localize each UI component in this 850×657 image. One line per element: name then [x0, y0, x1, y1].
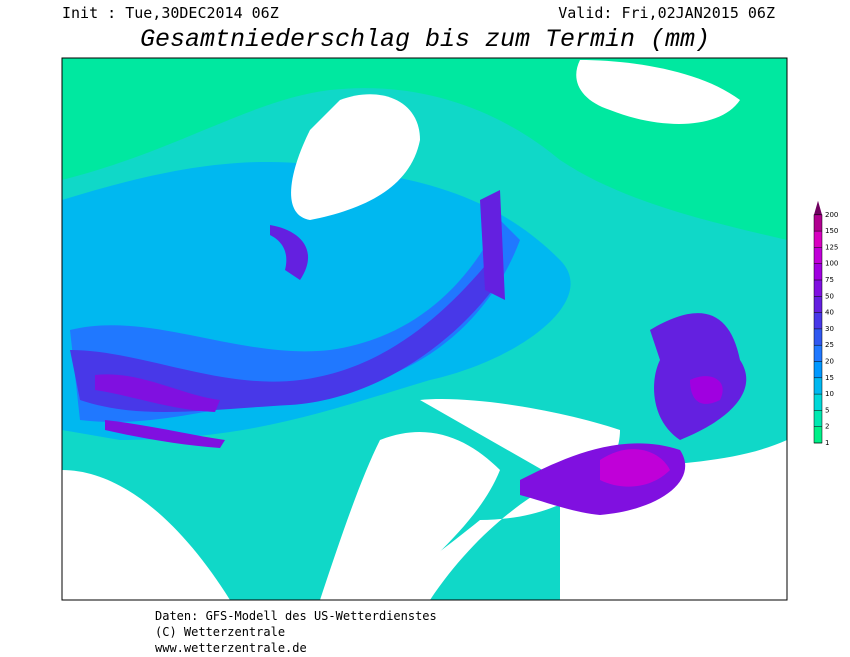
colorbar-segment [814, 214, 822, 232]
colorbar-segment [814, 312, 822, 329]
colorbar-label: 40 [825, 309, 834, 317]
footer-line: (C) Wetterzentrale [155, 625, 285, 639]
footer-line: www.wetterzentrale.de [155, 641, 307, 655]
colorbar-label: 5 [825, 406, 829, 414]
colorbar-label: 200 [825, 211, 838, 219]
colorbar-segment [814, 345, 822, 362]
map-title: Gesamtniederschlag bis zum Termin (mm) [140, 25, 710, 54]
colorbar-label: 125 [825, 243, 838, 251]
colorbar-segment [814, 231, 822, 248]
colorbar-label: 30 [825, 325, 834, 333]
colorbar-segment [814, 426, 822, 443]
colorbar-label: 1 [825, 439, 829, 447]
colorbar-label: 10 [825, 390, 834, 398]
colorbar-segment [814, 394, 822, 411]
colorbar-segment [814, 361, 822, 378]
colorbar-segment [814, 377, 822, 395]
colorbar-segment [814, 263, 822, 280]
footer-line: Daten: GFS-Modell des US-Wetterdienstes [155, 609, 437, 623]
colorbar-label: 150 [825, 227, 838, 235]
map [61, 57, 788, 601]
colorbar-segment [814, 247, 822, 264]
colorbar-segment [814, 280, 822, 297]
colorbar-cap [814, 200, 822, 215]
colorbar-label: 25 [825, 341, 834, 349]
colorbar-segment [814, 328, 822, 346]
colorbar-label: 2 [825, 423, 829, 431]
init-time: Init : Tue,30DEC2014 06Z [62, 4, 279, 22]
colorbar-segment [814, 296, 822, 313]
colorbar-label: 15 [825, 374, 834, 382]
colorbar-label: 50 [825, 292, 834, 300]
colorbar-frame [813, 214, 823, 444]
colorbar-label: 20 [825, 358, 834, 366]
colorbar-label: 75 [825, 276, 834, 284]
colorbar-segment [814, 410, 822, 427]
valid-time: Valid: Fri,02JAN2015 06Z [558, 4, 775, 22]
colorbar-label: 100 [825, 260, 838, 268]
